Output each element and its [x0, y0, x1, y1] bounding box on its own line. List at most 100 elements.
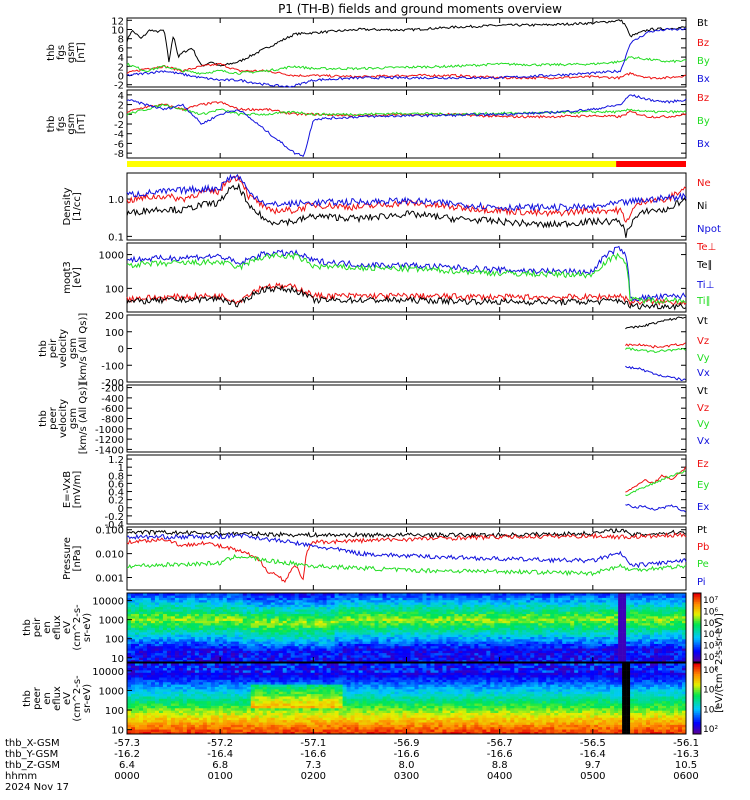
spectrogram-cell [618, 599, 623, 603]
spectrogram-cell [278, 613, 284, 617]
spectrogram-cell [346, 599, 351, 603]
spectrogram-cell [510, 632, 515, 635]
spectrogram-cell [654, 645, 659, 649]
spectrogram-cell [134, 681, 140, 685]
spectrogram-cell [362, 650, 367, 654]
spectrogram-cell [302, 618, 307, 621]
spectrogram-cell [622, 648, 627, 651]
spectrogram-cell [354, 627, 359, 631]
spectrogram-cell [450, 648, 455, 651]
spectrogram-cell [290, 629, 295, 633]
spectrogram-cell [502, 629, 507, 633]
spectrogram-cell [322, 629, 327, 633]
spectrogram-cell [638, 652, 643, 656]
spectrogram-cell [498, 625, 503, 628]
spectrogram-cell [666, 611, 671, 614]
spectrogram-cell [214, 655, 220, 658]
spectrogram-cell [298, 597, 303, 601]
spectrogram-cell [158, 693, 164, 697]
spectrogram-cell [162, 639, 168, 642]
spectrogram-cell [278, 641, 284, 644]
spectrogram-cell [350, 643, 355, 647]
spectrogram-cell [534, 632, 539, 635]
spectrogram-cell [382, 625, 387, 628]
spectrogram-cell [558, 643, 563, 647]
spectrogram-cell [186, 595, 192, 598]
spectrogram-cell [346, 613, 351, 617]
spectrogram-cell [310, 641, 315, 644]
spectrogram-cell [330, 634, 335, 637]
spectrogram-cell [542, 657, 547, 660]
spectrogram-cell [578, 609, 583, 612]
spectrogram-cell [366, 609, 371, 612]
spectrogram-cell [222, 632, 228, 635]
spectrogram-cell [342, 604, 347, 608]
spectrogram-cell [662, 641, 667, 644]
spectrogram-cell [226, 625, 232, 628]
spectrogram-cell [618, 641, 623, 644]
spectrogram-cell [386, 616, 391, 619]
spectrogram-cell [334, 648, 339, 651]
spectrogram-cell [198, 602, 204, 605]
spectrogram-cell [442, 593, 447, 596]
spectrogram-cell [542, 616, 547, 619]
spectrogram-cell [554, 657, 559, 660]
spectrogram-cell [238, 609, 244, 612]
spectrogram-cell [174, 609, 180, 612]
spectrogram-cell [614, 639, 619, 642]
spectrogram-cell [678, 645, 683, 649]
spectrogram-cell [378, 597, 383, 601]
spectrogram-cell [194, 627, 200, 631]
spectrogram-cell [362, 609, 367, 612]
spectrogram-cell [622, 643, 627, 647]
spectrogram-cell [418, 604, 423, 608]
spectrogram-cell [446, 604, 451, 608]
spectrogram-cell [166, 691, 172, 695]
spectrogram-cell [190, 620, 196, 624]
spectrogram-cell [250, 627, 256, 631]
spectrogram-cell [386, 632, 391, 635]
spectrogram-cell [170, 684, 176, 687]
spectrogram-cell [538, 606, 543, 610]
spectrogram-cell [218, 620, 224, 624]
spectrogram-cell [482, 609, 487, 612]
spectrogram-cell [666, 602, 671, 605]
spectrogram-cell [606, 622, 611, 626]
spectrogram-cell [230, 620, 236, 624]
spectrogram-cell [314, 625, 319, 628]
spectrogram-cell [590, 606, 595, 610]
spectrogram-cell [158, 616, 164, 619]
spectrogram-cell [154, 618, 160, 621]
spectrogram-cell [127, 665, 132, 669]
spectrogram-cell [410, 650, 415, 654]
spectrogram-cell [462, 613, 467, 617]
spectrogram-cell [358, 652, 363, 656]
spectrogram-cell [318, 652, 323, 656]
spectrogram-cell [482, 618, 487, 621]
spectrogram-cell [330, 616, 335, 619]
spectrogram-cell [450, 593, 455, 596]
y-tick-label: 2 [118, 62, 124, 73]
spectrogram-cell [274, 648, 280, 651]
spectrogram-cell [586, 645, 591, 649]
spectrogram-cell [142, 604, 148, 608]
spectrogram-cell [598, 629, 603, 633]
spectrogram-cell [422, 629, 427, 633]
spectrogram-cell [594, 595, 599, 598]
spectrogram-cell [298, 622, 303, 626]
spectrogram-cell [218, 652, 224, 656]
spectrogram-cell [286, 629, 291, 633]
spectrogram-cell [222, 641, 228, 644]
spectrogram-cell [174, 677, 180, 680]
spectrogram-cell [658, 616, 663, 619]
spectrogram-cell [202, 641, 208, 644]
spectrogram-cell [386, 622, 391, 626]
colorbar-cell [693, 622, 701, 625]
spectrogram-cell [202, 606, 208, 610]
spectrogram-cell [146, 606, 152, 610]
spectrogram-cell [186, 602, 192, 605]
spectrogram-cell [138, 679, 144, 683]
spectrogram-cell [182, 602, 188, 605]
legend-Ex: Ex [697, 502, 709, 513]
spectrogram-cell [170, 597, 176, 601]
